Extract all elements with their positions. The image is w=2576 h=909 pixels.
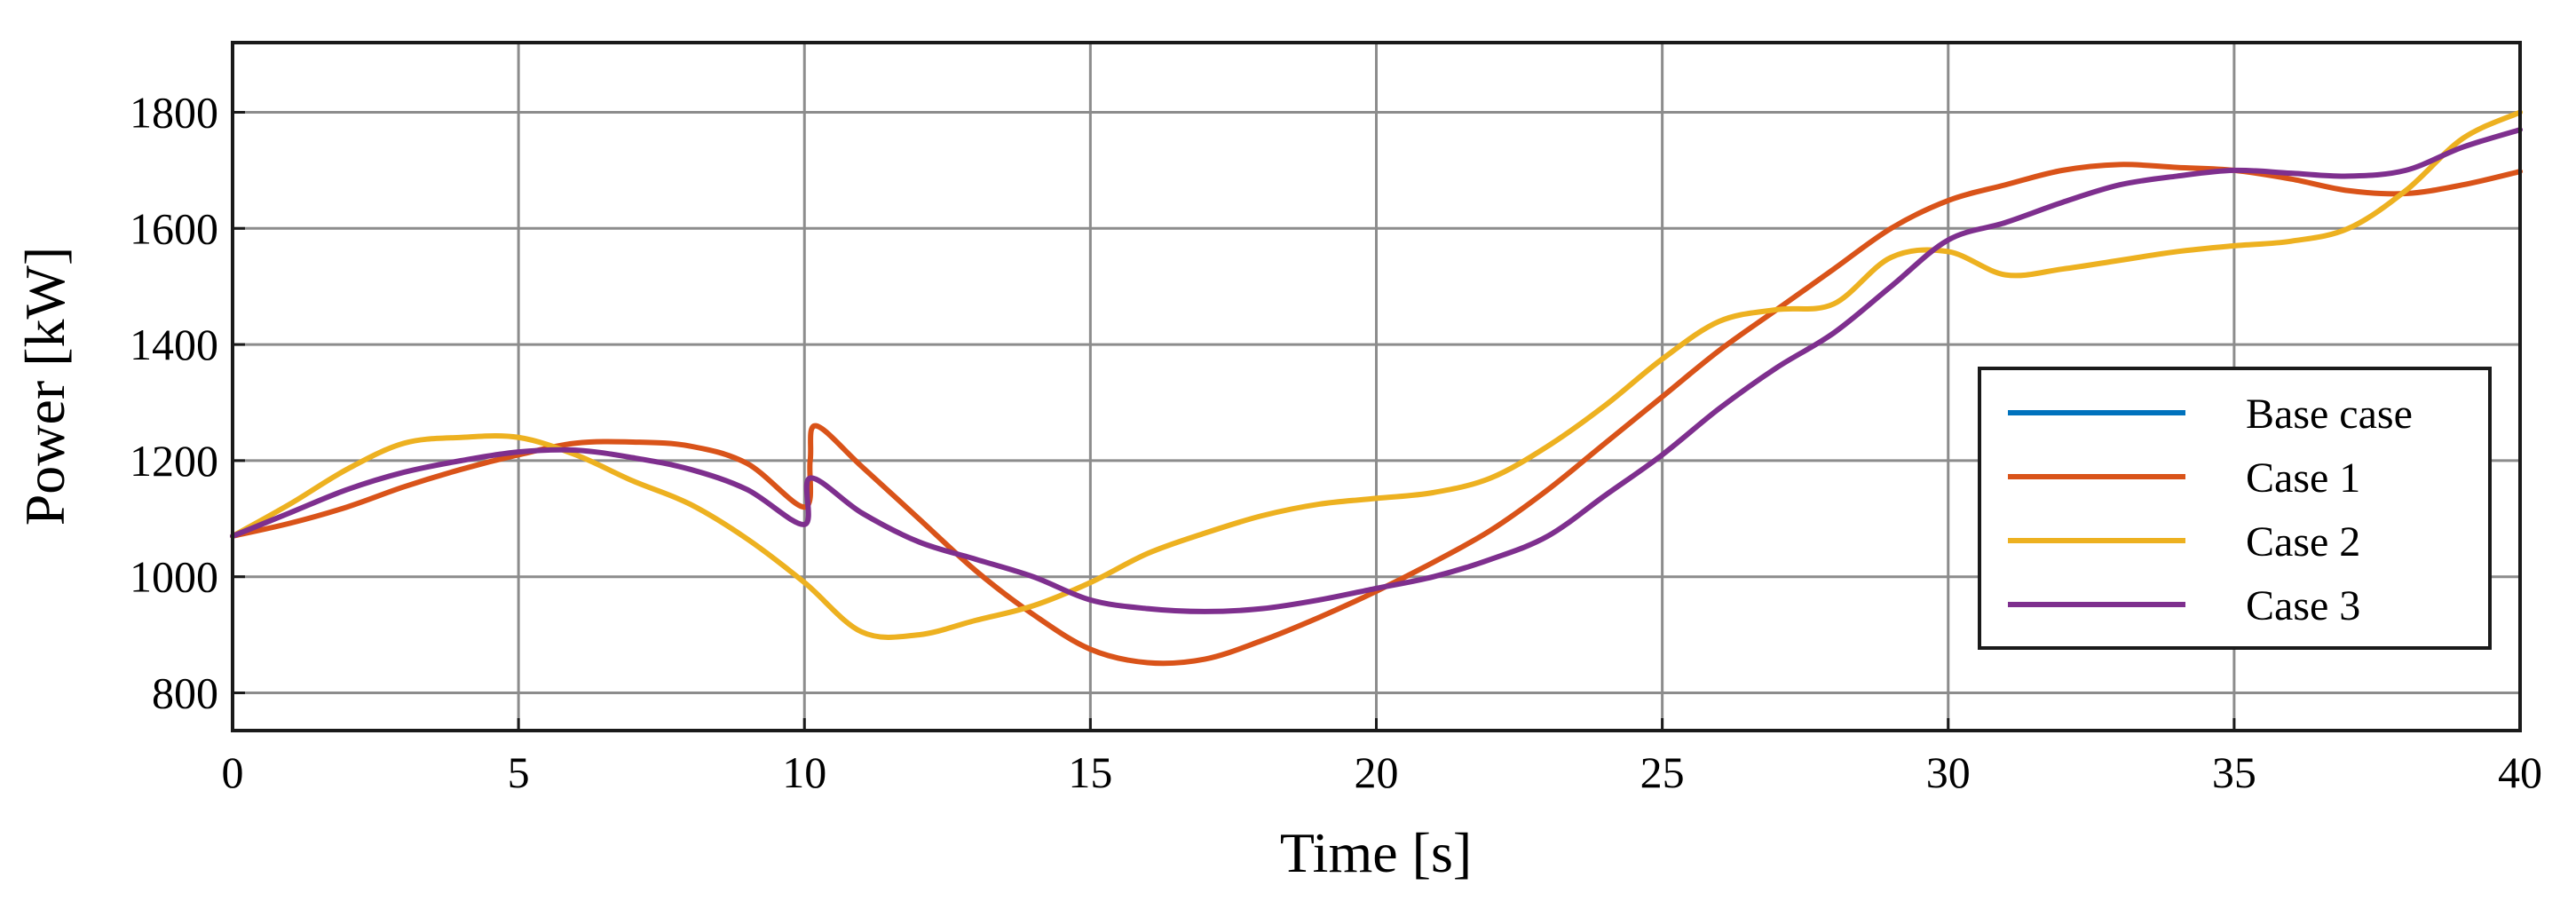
x-axis-title: Time [s]	[1280, 821, 1472, 884]
y-tick-label: 1200	[130, 436, 218, 486]
x-tick-label: 35	[2212, 747, 2256, 797]
legend-label: Base case	[2246, 391, 2413, 438]
series-line-case-1	[230, 162, 2523, 667]
y-tick-label: 1800	[130, 87, 218, 137]
x-tick-label: 40	[2498, 747, 2542, 797]
series-layer	[230, 109, 2523, 667]
x-tick-label: 0	[222, 747, 244, 797]
y-axis-title: Power [kW]	[13, 247, 76, 526]
y-tick-label: 1600	[130, 203, 218, 253]
series-line-case-3	[230, 127, 2523, 614]
legend-label: Case 1	[2246, 454, 2360, 502]
y-tick-label: 1400	[130, 320, 218, 369]
x-tick-label: 15	[1068, 747, 1112, 797]
y-tick-label: 1000	[130, 552, 218, 602]
x-tick-label: 30	[1926, 747, 1971, 797]
series-line-case-2	[230, 109, 2523, 640]
legend-label: Case 2	[2246, 518, 2360, 565]
x-tick-label: 20	[1355, 747, 1399, 797]
legend: Base case Case 1 Case 2 Case 3	[1978, 367, 2492, 650]
y-tick-label: 800	[152, 668, 218, 717]
legend-label: Case 3	[2246, 582, 2360, 629]
x-tick-label: 25	[1640, 747, 1685, 797]
x-tick-label: 5	[508, 747, 530, 797]
x-tick-label: 10	[782, 747, 826, 797]
axis-ticks: 0 5 10 15 20 25 30 35 40 800 1000 1200 1400 1600 1800	[130, 87, 2542, 797]
